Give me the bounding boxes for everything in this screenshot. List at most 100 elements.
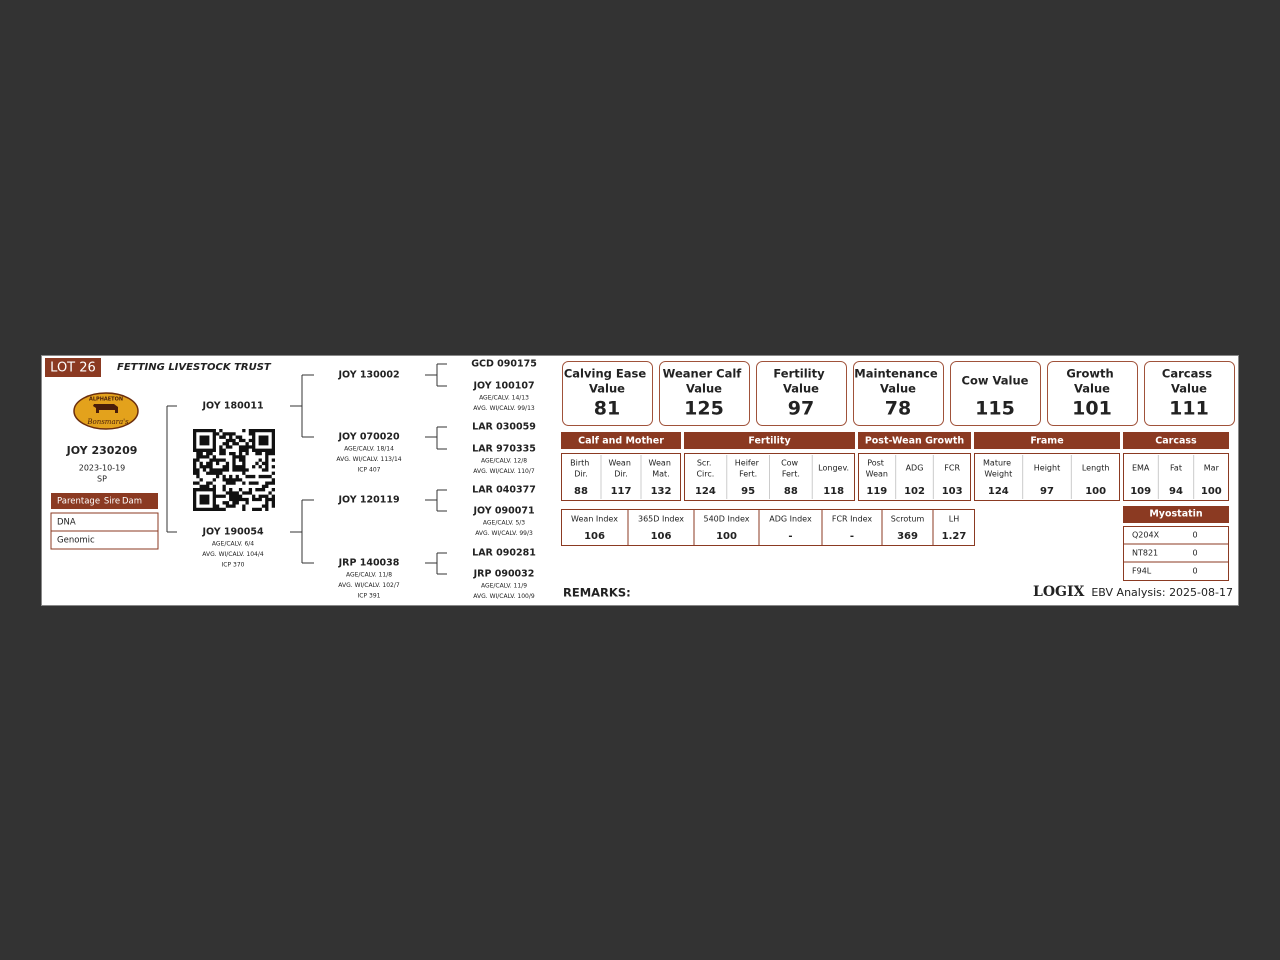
index-box — [561, 509, 975, 546]
line: Value — [1171, 381, 1207, 395]
pedigree-id: JRP 140038 — [338, 558, 400, 569]
value-title: Fertility Value — [773, 366, 828, 395]
group-title: Calf and Mother — [578, 436, 664, 447]
trait-value: 102 — [904, 486, 925, 497]
trait-label: Longev. — [818, 464, 849, 473]
pedigree-detail: AVG. WI/CALV. 100/9 — [473, 593, 535, 600]
pedigree-detail: AGE/CALV. 18/14 — [344, 446, 394, 453]
group-header — [858, 432, 971, 449]
group-header — [1123, 432, 1229, 449]
trait-value: 88 — [784, 486, 798, 497]
lot-badge — [45, 358, 101, 377]
value-card — [562, 361, 653, 426]
trait-value: 97 — [1040, 486, 1054, 497]
gene-label: NT821 — [1132, 549, 1158, 558]
gene-label: F94L — [1132, 567, 1152, 576]
parentage-label: Sire — [104, 497, 120, 507]
group-title: Post-Wean Growth — [865, 436, 965, 447]
pedigree-detail: AGE/CALV. 11/9 — [481, 583, 527, 590]
index-label: 365D Index — [638, 515, 684, 524]
pedigree-detail: AVG. WI/CALV. 104/4 — [202, 551, 264, 558]
line: Calving Ease — [564, 366, 650, 380]
pedigree-detail: AVG. WI/CALV. 102/7 — [338, 582, 400, 589]
trait-value: 103 — [942, 486, 963, 497]
group-title: Carcass — [1155, 436, 1197, 447]
line: Value — [1074, 381, 1110, 395]
trait-value: 124 — [695, 486, 716, 497]
index-label: ADG Index — [769, 515, 812, 524]
trait-value: 100 — [1201, 486, 1222, 497]
line: Scr. — [697, 458, 714, 467]
group-header — [561, 432, 681, 449]
line: Circ. — [696, 469, 714, 478]
line: Value — [686, 381, 722, 395]
value-title: Weaner Calf Value — [663, 366, 746, 395]
index-value: - — [788, 531, 792, 542]
group-box — [858, 453, 971, 501]
group-header — [974, 432, 1120, 449]
trait-label: Height — [1034, 464, 1060, 473]
pedigree-id: GCD 090175 — [471, 359, 537, 370]
parentage-label: Dam — [122, 497, 142, 507]
value-title: Cow Value — [962, 374, 1029, 388]
birth-date: 2023-10-19 — [79, 464, 126, 473]
value-title: Growth Value — [1066, 366, 1117, 395]
pedigree-id: JOY 090071 — [472, 506, 534, 517]
line: Cow — [781, 458, 801, 467]
pedigree-detail: AVG. WI/CALV. 99/13 — [473, 405, 535, 412]
analysis-date: EBV Analysis: 2025-08-17 — [1091, 586, 1233, 599]
value-number: 97 — [788, 398, 814, 420]
line: Carcass — [1162, 366, 1216, 380]
line: Wean — [649, 458, 674, 467]
index-value: 1.27 — [942, 531, 967, 542]
pedigree-detail: AVG. WI/CALV. 99/3 — [475, 530, 533, 537]
animal-type: SP — [97, 475, 107, 484]
group-box — [561, 453, 681, 501]
pedigree-detail: AGE/CALV. 12/8 — [481, 458, 527, 465]
pedigree-detail: AGE/CALV. 14/13 — [479, 395, 529, 402]
trait-label: ADG — [906, 464, 924, 473]
line: Wean — [609, 458, 634, 467]
line: Post — [867, 458, 886, 467]
group-box — [1123, 453, 1229, 501]
value-card — [756, 361, 847, 426]
myostatin-box — [1123, 526, 1229, 581]
trait-label: FCR — [944, 464, 960, 473]
trait-label: Wean Dir. — [609, 458, 634, 478]
trait-label: Birth Dir. — [570, 458, 592, 478]
parentage-row: DNA — [57, 518, 76, 528]
pedigree-detail: AVG. WI/CALV. 110/7 — [473, 468, 535, 475]
trait-label: Cow Fert. — [781, 458, 801, 478]
trait-value: 118 — [823, 486, 844, 497]
gene-value: 0 — [1192, 549, 1197, 558]
line: Value — [880, 381, 916, 395]
pedigree-id: LAR 040377 — [472, 485, 536, 496]
trait-value: 124 — [988, 486, 1009, 497]
pedigree-detail: AVG. WI/CALV. 113/14 — [336, 456, 401, 463]
trait-label: Mature Weight — [983, 458, 1014, 478]
line: Dir. — [574, 469, 587, 478]
value-card — [1144, 361, 1235, 426]
myostatin-title: Myostatin — [1149, 509, 1203, 520]
lot-number: LOT 26 — [50, 361, 96, 376]
trait-label: Heifer Fert. — [735, 458, 762, 478]
value-number: 81 — [594, 398, 620, 420]
trait-label: Scr. Circ. — [696, 458, 714, 478]
line: Weaner Calf — [663, 366, 746, 380]
index-value: - — [850, 531, 854, 542]
value-title: Carcass Value — [1162, 366, 1216, 395]
trait-value: 100 — [1085, 486, 1106, 497]
line: Maintenance — [854, 366, 941, 380]
logo-bull — [93, 404, 118, 413]
qr-code — [193, 429, 275, 511]
pedigree-id: JOY 120119 — [337, 495, 399, 506]
trait-label: Fat — [1170, 464, 1182, 473]
pedigree-id: JRP 090032 — [473, 569, 535, 580]
logo-text: Bonsmara's — [86, 418, 129, 426]
line: Fert. — [782, 469, 800, 478]
gene-label: Q204X — [1132, 531, 1160, 540]
trait-label: EMA — [1132, 464, 1150, 473]
pedigree-id: LAR 970335 — [472, 444, 536, 455]
index-label: Scrotum — [891, 515, 925, 524]
